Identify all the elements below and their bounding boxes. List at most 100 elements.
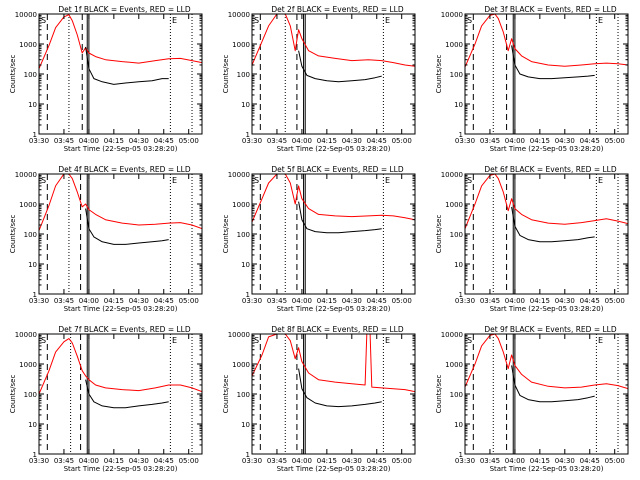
- panel-title: Det 4f BLACK = Events, RED = LLD: [58, 165, 191, 174]
- y-tick-label: 10: [241, 421, 250, 429]
- x-tick-label: 04:15: [317, 297, 337, 305]
- y-tick-label: 1000: [232, 201, 250, 209]
- detector-panel: 1 10 100 1000 10000 03:30 03:45 04:00 04:15 04:30…: [435, 165, 629, 313]
- end-marker-label: E: [385, 336, 390, 345]
- x-tick-label: 03:30: [455, 297, 475, 305]
- y-tick-label: 10000: [15, 171, 37, 179]
- x-tick-label: 03:45: [54, 297, 74, 305]
- panel-title: Det 8f BLACK = Events, RED = LLD: [271, 325, 404, 334]
- y-tick-label: 1: [246, 451, 250, 459]
- x-tick-label: 04:45: [367, 457, 387, 465]
- lld-series-line: [465, 14, 628, 68]
- x-tick-label: 04:00: [505, 457, 525, 465]
- x-tick-label: 04:45: [367, 297, 387, 305]
- x-tick-label: 03:45: [480, 297, 500, 305]
- plot-frame: [251, 333, 416, 455]
- x-tick-label: 04:00: [505, 297, 525, 305]
- start-marker-label: S: [254, 176, 259, 185]
- x-axis-label: Start Time (22-Sep-05 03:28:20): [277, 145, 391, 153]
- y-tick-label: 10: [28, 261, 37, 269]
- detector-panel: 1 10 100 1000 10000 03:30 03:45 04:00 04:15 04:30…: [435, 5, 629, 153]
- x-tick-label: 03:30: [242, 297, 262, 305]
- y-tick-label: 10000: [441, 11, 463, 19]
- x-tick-label: 05:00: [605, 297, 625, 305]
- y-tick-label: 1000: [445, 41, 463, 49]
- y-tick-label: 100: [237, 391, 250, 399]
- end-marker-label: E: [598, 16, 603, 25]
- x-axis-label: Start Time (22-Sep-05 03:28:20): [277, 305, 391, 313]
- x-tick-label: 04:00: [292, 297, 312, 305]
- y-axis-label: Counts/sec: [435, 375, 443, 414]
- y-tick-label: 100: [450, 231, 463, 239]
- end-marker-label: E: [598, 336, 603, 345]
- x-tick-label: 04:30: [555, 457, 575, 465]
- x-tick-label: 03:45: [267, 457, 287, 465]
- detector-panel: 1 10 100 1000 10000 03:30 03:45 04:00 04:15 04:30…: [222, 325, 416, 473]
- y-tick-label: 100: [24, 71, 37, 79]
- x-tick-label: 04:45: [154, 137, 174, 145]
- plot-frame: [464, 173, 629, 295]
- y-axis-label: Counts/sec: [9, 55, 17, 94]
- x-tick-label: 05:00: [392, 137, 412, 145]
- x-tick-label: 04:30: [129, 457, 149, 465]
- detector-panel: 1 10 100 1000 10000 03:30 03:45 04:00 04:15 04:30…: [222, 5, 416, 153]
- panel-title: Det 1f BLACK = Events, RED = LLD: [58, 5, 191, 14]
- x-tick-label: 04:30: [555, 137, 575, 145]
- x-axis-label: Start Time (22-Sep-05 03:28:20): [490, 465, 604, 473]
- y-tick-label: 10: [28, 101, 37, 109]
- x-tick-label: 03:30: [29, 137, 49, 145]
- y-tick-label: 10000: [441, 171, 463, 179]
- plot-frame: [38, 173, 203, 295]
- y-tick-label: 10: [241, 261, 250, 269]
- y-tick-label: 10: [454, 101, 463, 109]
- y-tick-label: 1: [459, 451, 463, 459]
- x-tick-label: 04:45: [580, 457, 600, 465]
- y-axis-label: Counts/sec: [9, 215, 17, 254]
- detector-panel: 1 10 100 1000 10000 03:30 03:45 04:00 04:15 04:30…: [9, 165, 203, 313]
- lld-series-line: [252, 14, 415, 67]
- end-marker-label: E: [598, 176, 603, 185]
- detector-panel: 1 10 100 1000 10000 03:30 03:45 04:00 04:15 04:30…: [9, 5, 203, 153]
- end-marker-label: E: [385, 16, 390, 25]
- y-tick-label: 10000: [228, 11, 250, 19]
- plot-frame: [464, 333, 629, 455]
- x-tick-label: 04:15: [317, 137, 337, 145]
- x-tick-label: 04:45: [154, 457, 174, 465]
- y-tick-label: 100: [237, 231, 250, 239]
- panel-title: Det 2f BLACK = Events, RED = LLD: [271, 5, 404, 14]
- x-tick-label: 03:45: [480, 137, 500, 145]
- events-series-line: [511, 45, 595, 80]
- events-series-line: [298, 50, 382, 83]
- lld-series-line: [39, 14, 202, 69]
- x-tick-label: 04:00: [79, 297, 99, 305]
- lld-series-line: [252, 174, 415, 223]
- y-axis-label: Counts/sec: [222, 55, 230, 94]
- events-series-line: [85, 46, 169, 85]
- plot-frame: [38, 13, 203, 135]
- x-tick-label: 05:00: [605, 457, 625, 465]
- x-tick-label: 03:30: [455, 137, 475, 145]
- x-tick-label: 05:00: [179, 457, 199, 465]
- x-tick-label: 04:00: [79, 457, 99, 465]
- end-marker-label: E: [385, 176, 390, 185]
- y-tick-label: 1000: [445, 361, 463, 369]
- x-axis-label: Start Time (22-Sep-05 03:28:20): [490, 145, 604, 153]
- x-tick-label: 03:30: [29, 297, 49, 305]
- x-tick-label: 03:45: [54, 457, 74, 465]
- y-tick-label: 1000: [445, 201, 463, 209]
- x-tick-label: 04:30: [129, 297, 149, 305]
- events-series-line: [511, 206, 595, 243]
- y-axis-label: Counts/sec: [222, 215, 230, 254]
- y-tick-label: 1000: [232, 361, 250, 369]
- y-tick-label: 1000: [19, 41, 37, 49]
- x-tick-label: 04:15: [530, 457, 550, 465]
- x-tick-label: 05:00: [179, 137, 199, 145]
- events-series-line: [85, 208, 169, 245]
- y-tick-label: 1: [459, 131, 463, 139]
- x-tick-label: 04:45: [367, 137, 387, 145]
- x-tick-label: 03:30: [29, 457, 49, 465]
- x-tick-label: 04:30: [342, 297, 362, 305]
- x-tick-label: 04:30: [342, 137, 362, 145]
- panel-title: Det 5f BLACK = Events, RED = LLD: [271, 165, 404, 174]
- x-axis-label: Start Time (22-Sep-05 03:28:20): [64, 305, 178, 313]
